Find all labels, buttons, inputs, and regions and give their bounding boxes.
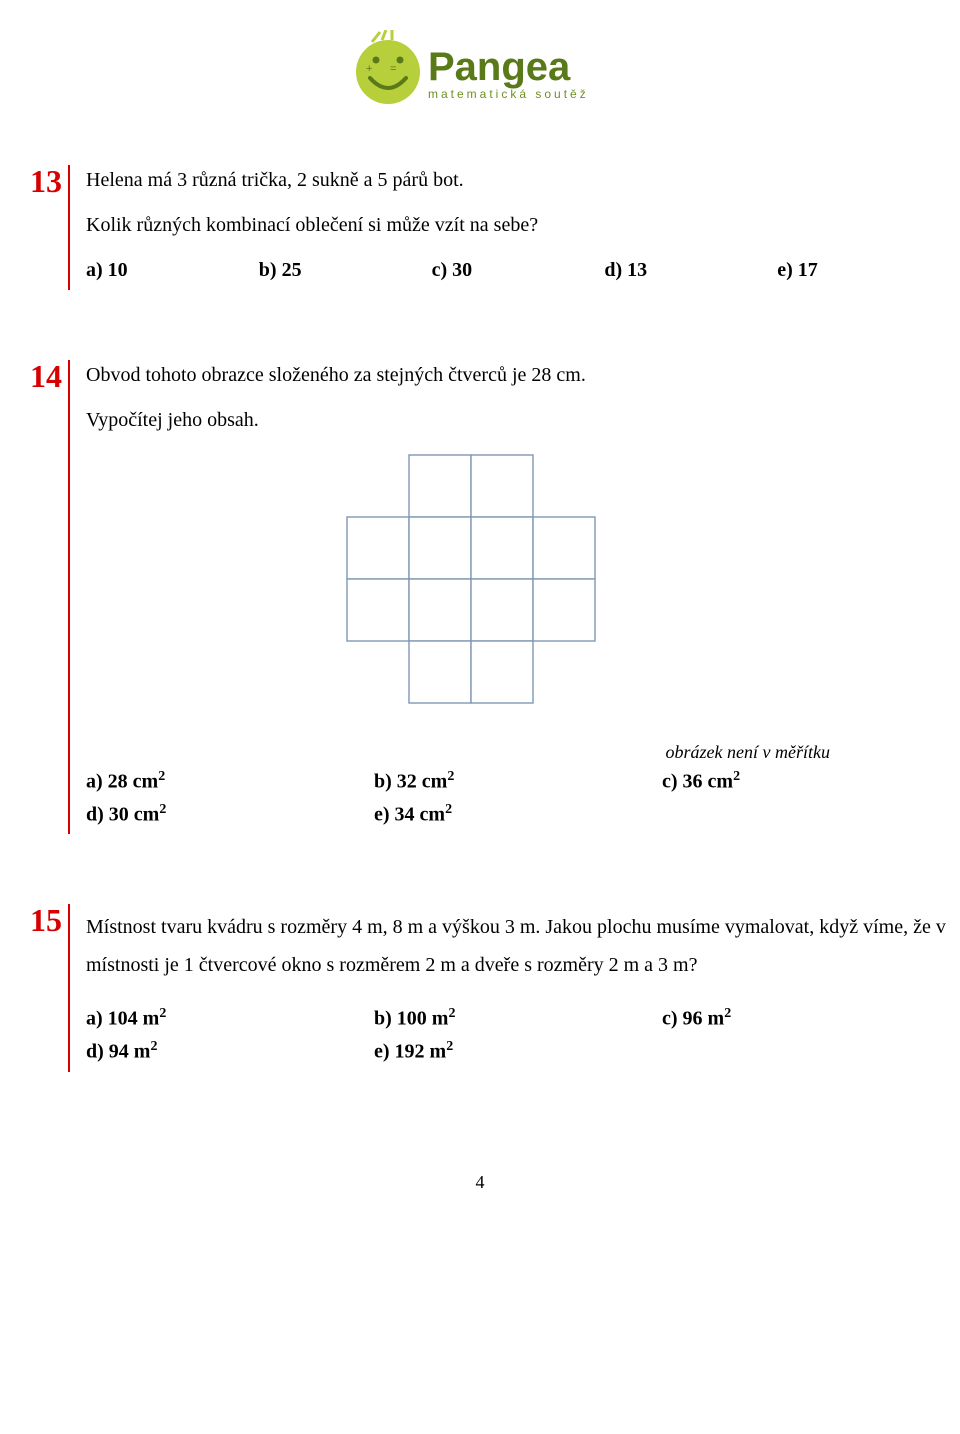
svg-text:+: + [366, 63, 372, 75]
options-row: d) 30 cm2 e) 34 cm2 [86, 802, 950, 827]
option-a: a) 28 cm2 [86, 769, 374, 794]
question-text-line: Obvod tohoto obrazce složeného za stejný… [86, 364, 950, 387]
question-body: Obvod tohoto obrazce složeného za stejný… [70, 360, 950, 834]
svg-text:=: = [390, 63, 396, 75]
question-15: 15 6 bodů Místnost tvaru kvádru s rozměr… [10, 904, 950, 1071]
option-a: a) 10 [86, 259, 259, 282]
option-d: d) 13 [604, 259, 777, 282]
cross-grid-icon [346, 454, 598, 706]
question-number: 14 [10, 360, 70, 392]
option-c: c) 30 [432, 259, 605, 282]
question-divider [68, 165, 70, 290]
question-left-col: 14 6 bodů [10, 360, 70, 834]
logo: + = Pangea matematická soutěž [10, 30, 950, 125]
question-14: 14 6 bodů Obvod tohoto obrazce složeného… [10, 360, 950, 834]
cross-figure [346, 454, 950, 712]
pangea-logo-icon: + = Pangea matematická soutěž [350, 30, 610, 120]
question-text-line: Helena má 3 různá trička, 2 sukně a 5 pá… [86, 169, 950, 192]
option-c: c) 36 cm2 [662, 769, 950, 794]
options-row: d) 94 m2 e) 192 m2 [86, 1039, 950, 1064]
question-number: 13 [10, 165, 70, 197]
question-body: Helena má 3 různá trička, 2 sukně a 5 pá… [70, 165, 950, 290]
question-body: Místnost tvaru kvádru s rozměry 4 m, 8 m… [70, 904, 950, 1071]
options-row: a) 28 cm2 b) 32 cm2 c) 36 cm2 [86, 769, 950, 794]
question-left-col: 15 6 bodů [10, 904, 70, 1071]
logo-sub: matematická soutěž [428, 87, 589, 101]
options-row: a) 10 b) 25 c) 30 d) 13 e) 17 [86, 259, 950, 282]
option-e: e) 34 cm2 [374, 802, 662, 827]
page-number: 4 [10, 1172, 950, 1193]
logo-brand: Pangea [428, 45, 571, 89]
option-e: e) 192 m2 [374, 1039, 662, 1064]
question-number: 15 [10, 904, 70, 936]
scale-note: obrázek není v měřítku [86, 742, 950, 763]
question-divider [68, 360, 70, 834]
option-d: d) 30 cm2 [86, 802, 374, 827]
option-c: c) 96 m2 [662, 1006, 950, 1031]
option-b: b) 25 [259, 259, 432, 282]
option-d: d) 94 m2 [86, 1039, 374, 1064]
question-divider [68, 904, 70, 1071]
option-a: a) 104 m2 [86, 1006, 374, 1031]
option-e: e) 17 [777, 259, 950, 282]
question-text-line: Vypočítej jeho obsah. [86, 409, 950, 432]
question-text-line: Kolik různých kombinací oblečení si může… [86, 214, 950, 237]
question-left-col: 13 5 bodů [10, 165, 70, 290]
option-b: b) 100 m2 [374, 1006, 662, 1031]
options-row: a) 104 m2 b) 100 m2 c) 96 m2 [86, 1006, 950, 1031]
page: + = Pangea matematická soutěž 13 5 bodů … [0, 0, 960, 1223]
question-13: 13 5 bodů Helena má 3 různá trička, 2 su… [10, 165, 950, 290]
option-b: b) 32 cm2 [374, 769, 662, 794]
question-text: Místnost tvaru kvádru s rozměry 4 m, 8 m… [86, 908, 950, 984]
